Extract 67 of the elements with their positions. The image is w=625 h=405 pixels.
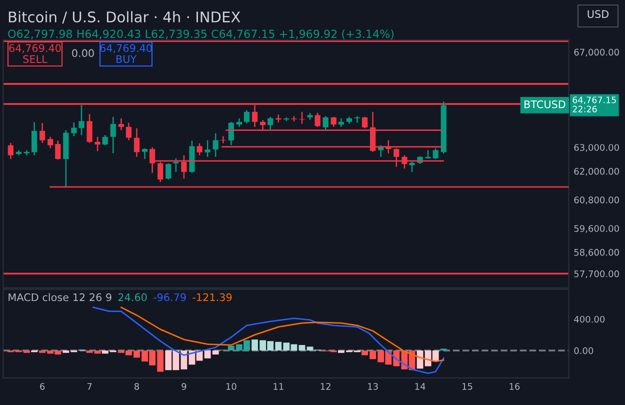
candlestick — [94, 136, 100, 152]
candlestick — [212, 132, 218, 158]
chart-title: MACD close 12 26 9 — [8, 293, 112, 302]
candlestick — [8, 142, 14, 160]
annotation: BUY — [116, 55, 137, 64]
bar — [94, 350, 101, 354]
candlestick — [330, 116, 336, 128]
x-tick-label: 15 — [462, 383, 472, 390]
bar — [298, 345, 306, 351]
annotation: 24.60 — [118, 293, 147, 302]
chart-title: Bitcoin / U.S. Dollar · 4h · INDEX — [8, 11, 240, 24]
candlestick — [432, 148, 438, 160]
x-tick-label: 8 — [134, 383, 139, 390]
candlestick — [268, 116, 274, 130]
annotation: -96.79 — [154, 293, 186, 302]
y-tick-label: 58,600.00 — [574, 248, 619, 257]
annotation: -121.39 — [192, 293, 232, 302]
annotation: 0.00 — [72, 49, 94, 58]
annotation: BTCUSD — [524, 100, 566, 108]
y-tick-label: 57,700.00 — [574, 270, 619, 278]
candlestick — [40, 122, 46, 144]
candlestick — [166, 162, 172, 180]
x-tick-label: 13 — [368, 383, 378, 390]
annotation: 64,769.40 — [100, 44, 152, 54]
candlestick — [71, 122, 77, 137]
chart-subtitle: O62,797.98 H64,920.43 L62,739.35 C64,767.15 +1,969.92 (+3.14%) — [8, 29, 394, 40]
candlestick — [78, 104, 84, 136]
candlestick — [31, 121, 38, 156]
text: 64,767.15 22:26 — [572, 96, 616, 112]
y-tick-label: 60,800.00 — [574, 196, 619, 204]
x-tick-label: 7 — [87, 383, 92, 390]
candlestick — [134, 128, 140, 158]
x-tick-label: 6 — [40, 383, 45, 390]
candlestick — [299, 111, 305, 124]
candlestick — [204, 140, 210, 158]
candlestick — [102, 134, 108, 146]
candlestick — [244, 110, 250, 124]
candlestick — [196, 142, 202, 156]
y-tick-label: 63,000.00 — [574, 144, 619, 152]
y-tick-label: 62,000.00 — [574, 168, 619, 176]
candlestick — [110, 116, 116, 154]
candlestick — [354, 115, 360, 124]
candlestick — [314, 112, 320, 128]
candlestick — [220, 136, 226, 144]
candlestick — [55, 140, 61, 160]
y-tick-label: 400.00 — [574, 316, 605, 323]
x-tick-label: 14 — [415, 383, 426, 390]
candlestick — [322, 115, 328, 130]
line-series — [92, 306, 444, 374]
x-tick-label: 12 — [320, 383, 330, 390]
candlestick — [173, 158, 179, 173]
annotation: 64,769.40 — [9, 44, 61, 54]
x-tick-label: 11 — [274, 383, 284, 390]
x-tick-label: 9 — [182, 383, 186, 390]
candlestick — [48, 136, 54, 149]
candlestick — [118, 118, 124, 131]
y-tick-label: 59,600.00 — [574, 225, 619, 233]
candlestick — [126, 122, 132, 141]
line-series — [120, 306, 444, 362]
candlestick — [86, 113, 92, 144]
y-tick-label: 0.00 — [574, 347, 594, 354]
text: USD — [588, 10, 609, 18]
y-tick-label: 67,000.00 — [574, 48, 619, 56]
candlestick — [142, 148, 148, 160]
x-tick-label: 16 — [510, 383, 520, 390]
x-tick-label: 10 — [226, 383, 236, 390]
annotation: SELL — [23, 55, 48, 64]
